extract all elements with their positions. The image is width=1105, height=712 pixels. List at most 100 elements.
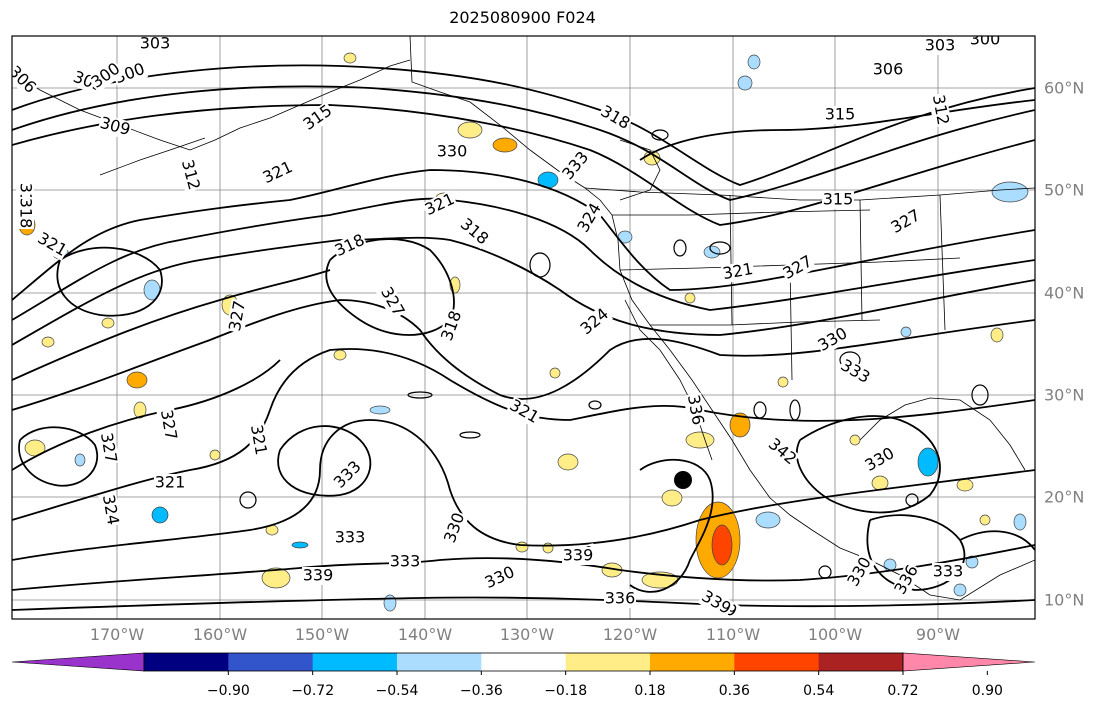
colorbar: [11, 652, 1036, 675]
contour-label-bg: [96, 430, 120, 466]
contour-label-bg: [928, 92, 952, 128]
contour-label-bg: [824, 106, 856, 124]
colorbar-swatch: [734, 653, 820, 671]
contour-label-bg: [139, 36, 171, 53]
contour-label-bg: [558, 147, 594, 185]
colorbar-swatch: [818, 653, 904, 671]
contour-label-bg: [779, 252, 817, 284]
contour-label-bg: [576, 304, 614, 340]
contour-label: 303: [925, 36, 956, 55]
contour-label: 306: [873, 60, 904, 79]
contour-label: 339: [563, 546, 594, 565]
longitude-label: 100°W: [807, 625, 863, 644]
contour-label-bg: [331, 231, 369, 261]
contour-label-bg: [505, 396, 543, 428]
colorbar-tick-label: −0.18: [544, 683, 588, 699]
contour-label-bg: [16, 197, 34, 229]
contour-label-bg: [844, 553, 876, 591]
contour-label-bg: [111, 60, 149, 88]
colorbar-swatch: [650, 653, 735, 671]
colorbar-tick-label: 0.36: [718, 683, 750, 699]
latitude-label: 60°N: [1044, 78, 1085, 98]
colorbar-tick-label: −0.72: [291, 683, 335, 699]
contour-label-bg: [822, 191, 854, 209]
contour-label-bg: [932, 563, 964, 581]
colorbar-tick-label: −0.90: [206, 683, 250, 699]
contour-label-bg: [872, 61, 904, 79]
contour-label-bg: [604, 590, 636, 608]
contour-label-bg: [299, 101, 337, 135]
contour-label-bg: [596, 102, 634, 134]
latitude-axis: 60°N 50°N 40°N 30°N 20°N 10°N: [1040, 0, 1105, 640]
contour-label-bg: [438, 307, 466, 345]
contour-label: 315: [825, 105, 856, 124]
colorbar-swatch: [312, 653, 398, 671]
map-title: 2025080900 F024: [449, 8, 596, 27]
longitude-label: 110°W: [705, 625, 761, 644]
colorbar-swatch: [397, 653, 482, 671]
contour-label-bg: [330, 457, 366, 493]
contour-label-bg: [334, 529, 366, 547]
colorbar-swatch: [228, 653, 314, 671]
contour-label: 339: [303, 566, 334, 585]
contour-label-bg: [481, 563, 519, 593]
contour-label-bg: [861, 444, 899, 476]
contour-label: 300: [970, 30, 1001, 49]
contour-label: 333: [335, 528, 366, 547]
contour-label-bg: [574, 199, 606, 237]
contour-label: 321: [155, 473, 186, 492]
contour-label: 315: [823, 190, 854, 209]
colorbar-tick-label: 0.90: [971, 683, 1003, 699]
colorbar-tick-label: −0.54: [375, 683, 419, 699]
contour-label: 318: [17, 198, 36, 229]
contour-label-bg: [376, 283, 408, 321]
contour-label-bg: [763, 434, 801, 470]
contour-label: 330: [437, 142, 468, 161]
latitude-label: 30°N: [1044, 385, 1085, 405]
longitude-label: 120°W: [602, 625, 658, 644]
colorbar-extend-low: [11, 652, 145, 672]
contour-label-bg: [389, 553, 421, 571]
storm-center-marker: [674, 471, 692, 489]
contour-label-bg: [720, 260, 756, 284]
longitude-label: 150°W: [294, 625, 350, 644]
longitude-label: 130°W: [499, 625, 555, 644]
contour-label-bg: [226, 298, 250, 334]
contour-label-bg: [887, 206, 925, 238]
contour-label: 333: [390, 552, 421, 571]
contour-label-bg: [836, 356, 874, 388]
colorbar-tick-label: 0.54: [803, 683, 835, 699]
contour-label: 333: [933, 562, 964, 581]
longitude-label: 160°W: [192, 625, 248, 644]
contour-label-bg: [683, 392, 707, 428]
contour-label-bg: [33, 229, 71, 261]
longitude-label: 90°W: [915, 625, 961, 644]
colorbar-extend-high: [902, 652, 1036, 672]
contour-label-bg: [969, 36, 1001, 49]
contour-label-bg: [12, 62, 40, 98]
colorbar-ticks: −0.90 −0.72 −0.54 −0.36 −0.18 0.18 0.36 0.54 0.7…: [0, 681, 1105, 703]
contour-label-bg: [154, 474, 186, 492]
longitude-label: 170°W: [89, 625, 145, 644]
contour-label-bg: [891, 561, 923, 599]
colorbar-swatch: [481, 653, 567, 671]
colorbar-tick-label: 0.18: [634, 683, 666, 699]
colorbar-swatch: [565, 653, 651, 671]
latitude-label: 50°N: [1044, 180, 1085, 200]
longitude-axis: 170°W 160°W 150°W 140°W 130°W 120°W 110°W 100°W…: [0, 623, 1105, 647]
contour-label-bg: [562, 547, 594, 565]
contour-label-bg: [455, 214, 493, 250]
latitude-label: 10°N: [1044, 590, 1085, 610]
contour-label: 303: [140, 34, 171, 53]
colorbar-tick-label: −0.36: [459, 683, 503, 699]
contour-label-bg: [441, 509, 469, 547]
contour-label-bg: [814, 324, 852, 356]
latitude-label: 40°N: [1044, 283, 1085, 303]
contour-label-bg: [98, 492, 122, 528]
contour-label-bg: [156, 407, 180, 443]
contour-label-bg: [87, 59, 125, 93]
contour-label-bg: [436, 143, 468, 161]
contour-label: 336: [605, 589, 636, 608]
